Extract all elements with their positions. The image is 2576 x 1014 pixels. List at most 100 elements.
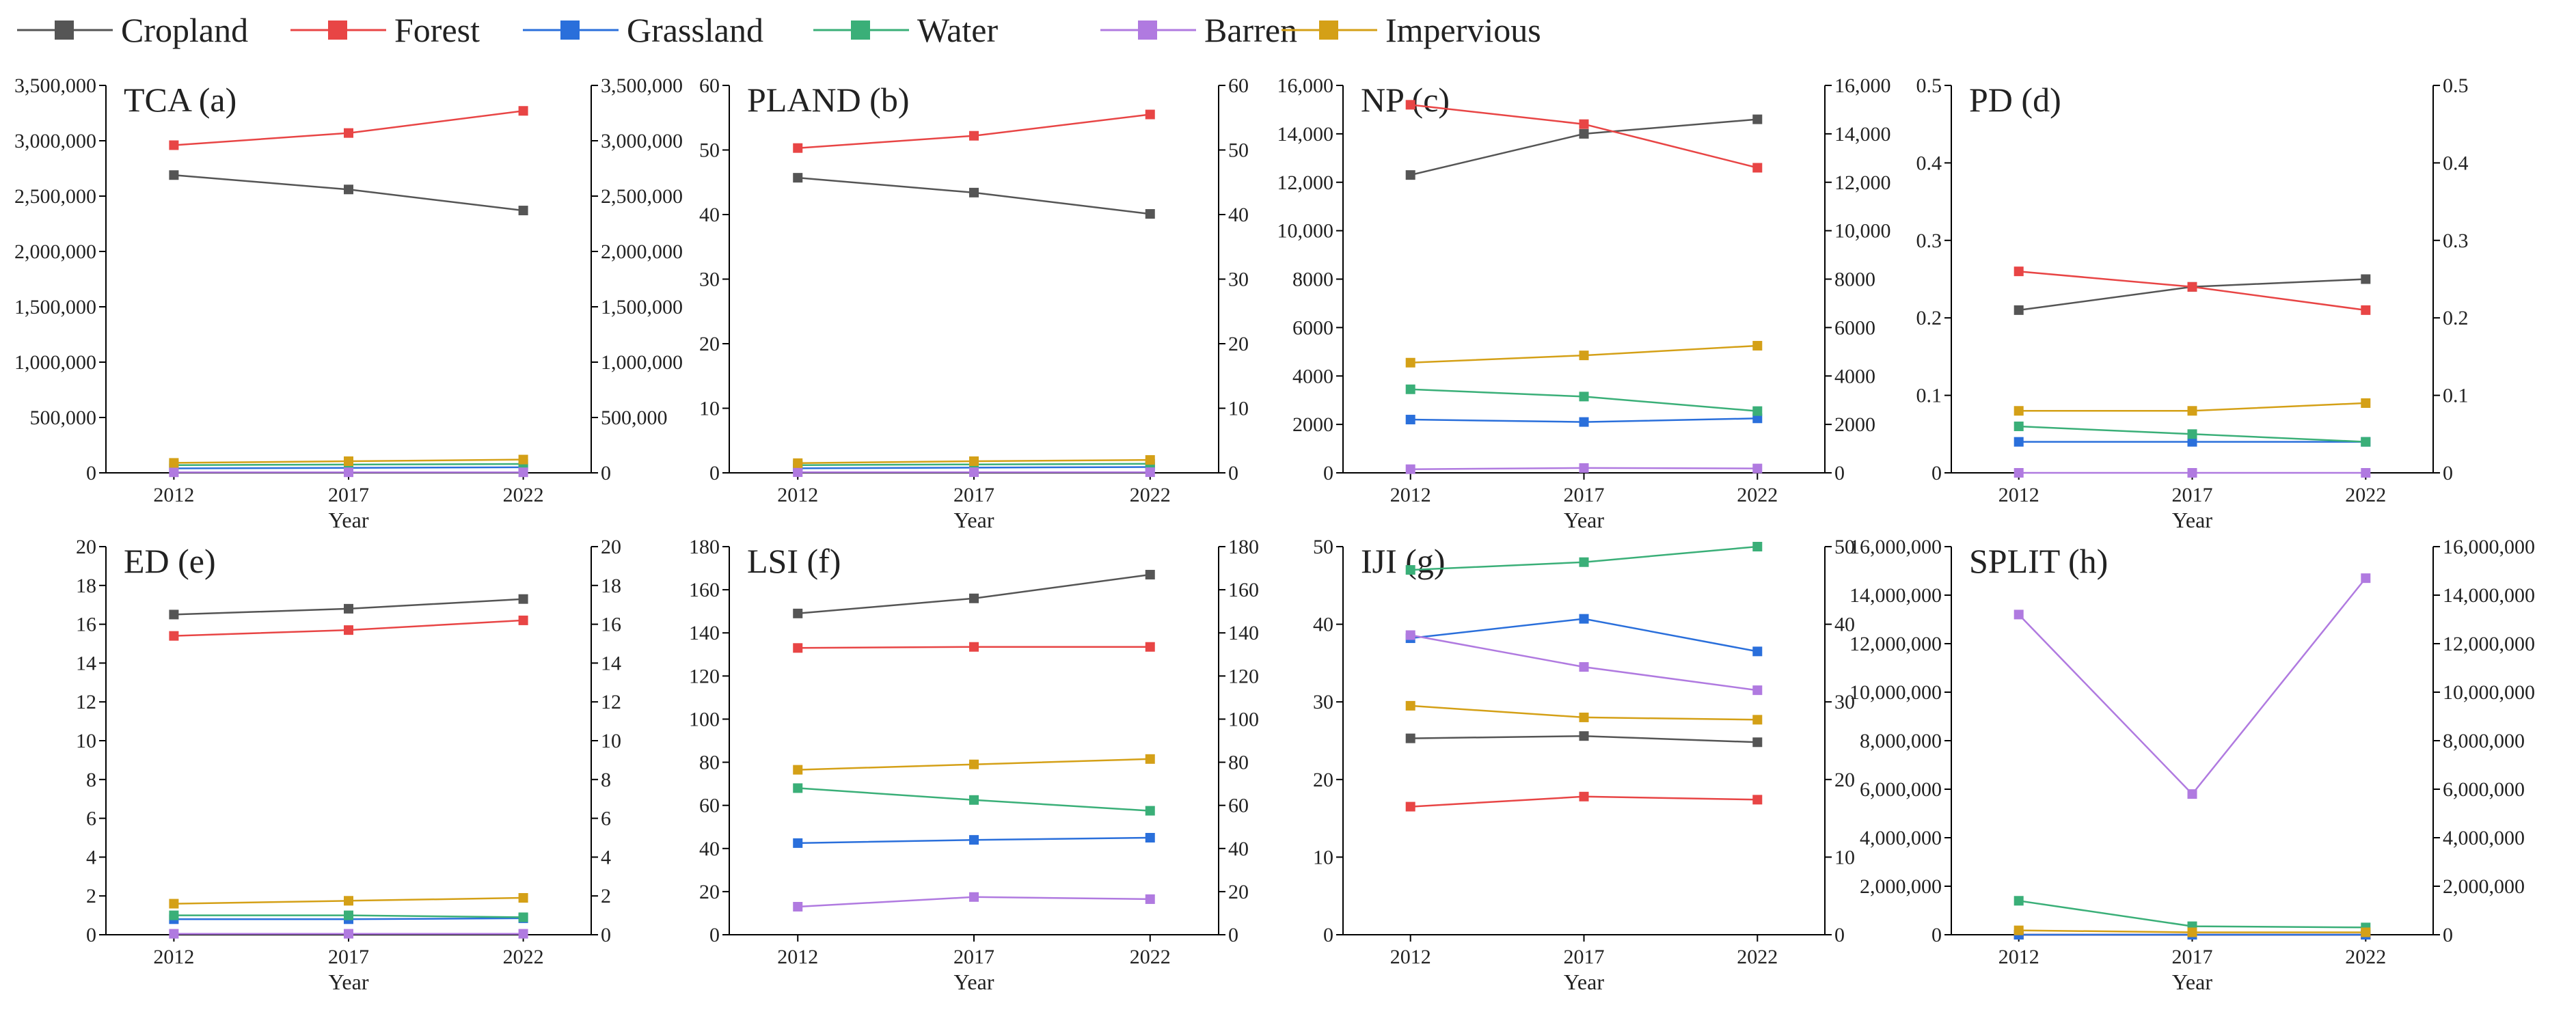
x-tick-label: 2012 (1390, 484, 1431, 506)
y-tick-label-left: 100 (689, 708, 720, 730)
y-tick-label-left: 0 (709, 924, 720, 946)
data-point-barren (1145, 894, 1155, 904)
data-point-barren (2361, 468, 2371, 478)
data-point-barren (169, 929, 179, 939)
legend-marker-forest (328, 20, 347, 40)
legend-item-barren: Barren (1100, 11, 1297, 49)
y-tick-label-right: 2 (601, 885, 611, 907)
y-tick-label-left: 60 (699, 795, 720, 817)
data-point-impervious (969, 456, 979, 466)
legend-item-grassland: Grassland (523, 11, 763, 49)
y-tick-label-left: 30 (1313, 691, 1333, 713)
x-axis-label: Year (954, 970, 994, 994)
series-barren (793, 892, 1155, 912)
y-tick-label-left: 20 (76, 536, 96, 558)
y-tick-label-left: 0.3 (1916, 230, 1942, 252)
data-point-impervious (1145, 455, 1155, 465)
y-tick-label-right: 0 (1228, 462, 1238, 484)
y-tick-label-left: 2,000,000 (14, 241, 96, 263)
y-tick-label-left: 10 (699, 398, 720, 420)
y-tick-label-right: 8 (601, 769, 611, 791)
data-point-barren (2014, 609, 2024, 620)
series-impervious (2014, 925, 2371, 937)
data-point-forest (1752, 795, 1763, 805)
data-point-cropland (1752, 114, 1763, 124)
x-tick-label: 2022 (1737, 946, 1778, 968)
data-point-impervious (1145, 754, 1155, 764)
data-point-forest (1405, 801, 1415, 812)
series-line-barren (2018, 577, 2367, 795)
y-tick-label-left: 0.4 (1916, 152, 1942, 174)
y-tick-label-left: 12 (76, 691, 96, 713)
data-point-cropland (1405, 733, 1415, 743)
data-point-water (1752, 406, 1763, 416)
series-forest (169, 106, 528, 150)
panel-lsi-f: 0 0 20 20 40 40 60 60 80 80 100 100 120 120 140 140 160 1… (689, 536, 1259, 994)
y-tick-label-right: 20 (1228, 881, 1249, 903)
data-point-cropland (969, 593, 979, 603)
x-tick-label: 2017 (953, 484, 994, 506)
y-tick-label-left: 0 (1323, 924, 1333, 946)
y-tick-label-left: 14 (76, 652, 96, 674)
y-tick-label-right: 60 (1228, 74, 1249, 97)
x-tick-label: 2017 (328, 484, 369, 506)
series-cropland (793, 173, 1155, 219)
series-cropland (2014, 274, 2371, 315)
data-point-forest (1145, 109, 1155, 120)
data-point-barren (2187, 789, 2197, 799)
y-tick-label-right: 2000 (1834, 413, 1875, 436)
series-cropland (1405, 114, 1763, 180)
x-axis-label: Year (2172, 970, 2212, 994)
x-tick-label: 2022 (2345, 946, 2386, 968)
x-axis-label: Year (954, 508, 994, 532)
series-forest (1405, 791, 1763, 812)
x-tick-label: 2022 (1130, 484, 1171, 506)
y-tick-label-right: 3,000,000 (601, 130, 683, 152)
data-point-water (1405, 384, 1415, 394)
y-tick-label-left: 10,000 (1277, 220, 1334, 243)
data-point-impervious (169, 899, 179, 909)
series-water (1405, 542, 1763, 575)
y-tick-label-right: 12,000,000 (2443, 633, 2535, 655)
data-point-forest (969, 131, 979, 141)
data-point-impervious (1752, 715, 1763, 725)
data-point-cropland (793, 608, 803, 618)
legend-item-forest: Forest (290, 11, 480, 49)
y-tick-label-right: 20 (1228, 333, 1249, 355)
data-point-forest (1752, 163, 1763, 173)
legend: Cropland Forest Grassland Water Barren Imperv… (17, 11, 1541, 49)
series-water (793, 783, 1155, 816)
data-point-forest (1579, 791, 1589, 801)
data-point-impervious (1405, 357, 1415, 368)
y-tick-label-right: 20 (1834, 769, 1855, 791)
data-point-impervious (518, 893, 528, 903)
x-axis-label: Year (1564, 970, 1604, 994)
series-grassland (1405, 614, 1763, 657)
y-tick-label-left: 4 (86, 846, 96, 868)
y-tick-label-right: 10 (601, 730, 621, 752)
y-tick-label-right: 0 (1834, 462, 1845, 484)
data-point-water (2187, 429, 2197, 439)
x-axis-label: Year (2172, 508, 2212, 532)
data-point-barren (793, 467, 803, 478)
series-barren (793, 467, 1155, 478)
data-point-barren (518, 467, 528, 478)
y-tick-label-left: 120 (689, 665, 720, 687)
y-tick-label-right: 4 (601, 846, 611, 868)
data-point-forest (344, 128, 353, 138)
data-point-cropland (793, 173, 803, 183)
y-tick-label-right: 50 (1834, 536, 1855, 558)
data-point-grassland (1752, 413, 1763, 424)
y-tick-label-right: 8000 (1834, 269, 1875, 291)
data-point-impervious (2014, 406, 2024, 416)
y-tick-label-right: 40 (1834, 614, 1855, 636)
legend-label-impervious: Impervious (1385, 11, 1541, 49)
x-tick-label: 2012 (777, 484, 818, 506)
y-tick-label-right: 1,500,000 (601, 296, 683, 318)
y-tick-label-left: 8000 (1292, 269, 1333, 291)
data-point-water (1752, 542, 1763, 551)
y-tick-label-left: 6 (86, 808, 96, 830)
data-point-cropland (969, 187, 979, 197)
data-point-forest (2361, 305, 2371, 315)
y-tick-label-left: 0 (86, 462, 96, 484)
